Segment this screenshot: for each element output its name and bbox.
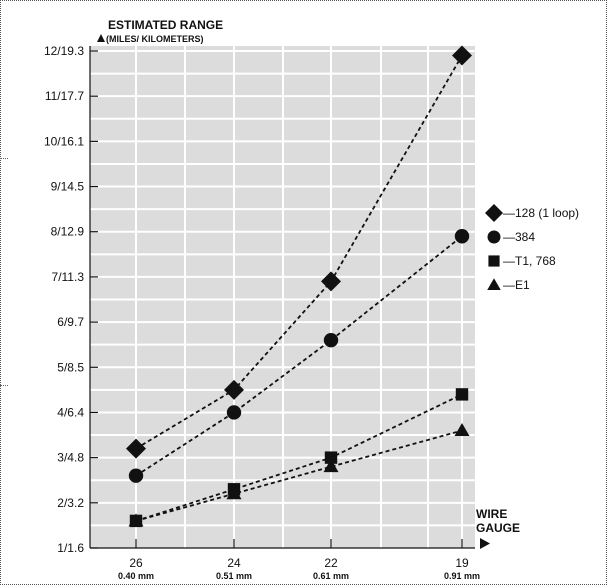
data-point <box>454 229 470 244</box>
data-point <box>226 405 242 420</box>
series-384 <box>128 229 470 483</box>
y-tick-label: 6/9.7 <box>57 315 84 329</box>
frame-tick-mark <box>0 385 8 386</box>
series-line <box>135 393 463 522</box>
series-line <box>135 235 463 477</box>
data-point <box>452 45 472 66</box>
x-tick-label: 24 <box>227 556 241 570</box>
data-point <box>226 486 242 500</box>
y-tick-label: 12/19.3 <box>44 44 84 58</box>
y-tick-label: 10/16.1 <box>44 134 84 148</box>
x-axis-arrow-icon <box>480 538 490 549</box>
y-tick-label: 5/8.5 <box>57 360 84 374</box>
x-tick-label: 19 <box>455 556 469 570</box>
grid-lines <box>90 46 475 548</box>
legend-item: —T1, 768 <box>488 254 556 268</box>
y-tick-label: 8/12.9 <box>51 225 85 239</box>
x-tick-sublabel: 0.51 mm <box>216 571 252 581</box>
y-axis-arrow-icon <box>97 34 105 42</box>
legend-marker <box>485 204 503 222</box>
data-point <box>324 451 338 464</box>
series-e1 <box>128 423 470 527</box>
y-axis-title-text: ESTIMATED RANGE <box>108 18 223 32</box>
x-axis-title: WIRE GAUGE <box>476 507 520 549</box>
legend-label: —384 <box>503 230 535 244</box>
x-tick-sublabel: 0.91 mm <box>444 571 480 581</box>
y-tick-label: 3/4.8 <box>57 451 84 465</box>
data-point <box>128 513 144 527</box>
y-tick-label: 2/3.2 <box>57 496 84 510</box>
legend-marker <box>488 255 500 267</box>
y-axis-subtitle-text: (MILES/ KILOMETERS) <box>106 34 204 44</box>
y-tick-label: 4/6.4 <box>57 405 84 419</box>
y-axis-title: ESTIMATED RANGE (MILES/ KILOMETERS) <box>97 18 223 44</box>
legend-item: —E1 <box>487 278 530 292</box>
x-axis-title-line1: WIRE <box>476 507 507 521</box>
data-point <box>224 379 244 400</box>
data-point <box>323 459 339 473</box>
data-point <box>455 388 469 401</box>
x-tick-label: 26 <box>129 556 143 570</box>
y-tick-label: 7/11.3 <box>52 270 85 284</box>
series-line <box>135 429 463 522</box>
x-axis-title-line2: GAUGE <box>476 521 520 535</box>
y-tick-label: 11/17.7 <box>45 89 84 103</box>
legend-label: —T1, 768 <box>503 254 556 268</box>
legend-label: —E1 <box>503 278 530 292</box>
x-tick-sublabel: 0.40 mm <box>118 571 154 581</box>
legend-marker <box>487 278 501 290</box>
legend: —128 (1 loop) —384 —T1, 768 —E1 <box>485 204 579 292</box>
y-tick-label: 1/1.6 <box>57 541 84 555</box>
frame-tick-mark <box>0 158 8 159</box>
series-layer <box>126 45 472 528</box>
legend-item: —128 (1 loop) <box>485 204 579 222</box>
data-point <box>454 423 470 437</box>
data-point <box>128 468 144 483</box>
legend-item: —384 <box>487 230 535 244</box>
legend-marker <box>487 230 501 244</box>
y-axis: 1/1.6 2/3.2 3/4.8 4/6.4 5/8.5 6/9.7 7/11.3 8/12… <box>44 44 98 555</box>
data-point <box>321 271 341 292</box>
legend-label: —128 (1 loop) <box>503 206 579 220</box>
data-point <box>323 332 339 348</box>
x-axis: 260.40 mm 240.51 mm 220.61 mm 190.91 mm <box>90 539 480 581</box>
series-128-1-loop <box>126 45 472 459</box>
x-tick-sublabel: 0.61 mm <box>313 571 349 581</box>
y-tick-label: 9/14.5 <box>51 180 85 194</box>
x-tick-label: 22 <box>324 556 338 570</box>
data-point <box>126 438 146 459</box>
series-line <box>135 55 463 450</box>
